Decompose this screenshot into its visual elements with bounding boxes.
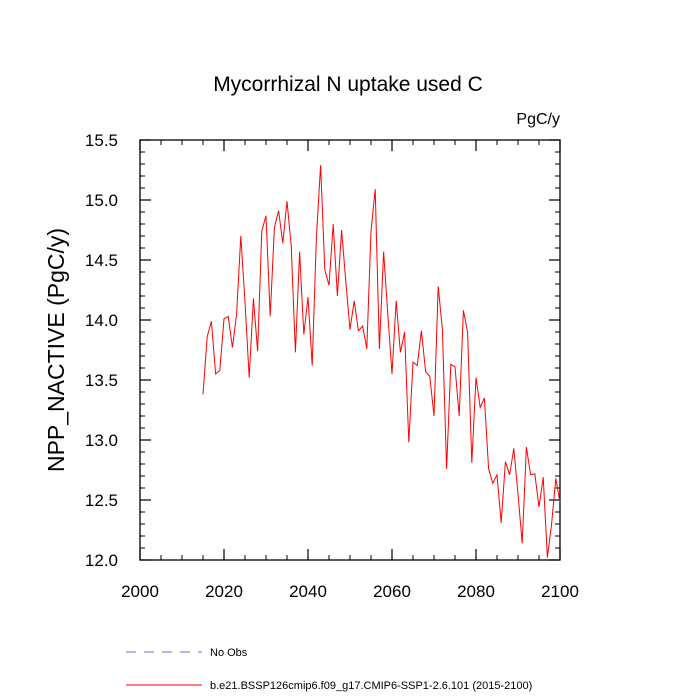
axis-ticks xyxy=(139,139,561,561)
y-tick-label: 14.0 xyxy=(85,311,118,330)
legend-label: No Obs xyxy=(210,647,248,659)
x-tick-label: 2000 xyxy=(121,582,159,601)
legend: No Obs b.e21.BSSP126cmip6.f09_g17.CMIP6-S… xyxy=(126,647,532,692)
series-layer xyxy=(202,165,561,558)
units-label: PgC/y xyxy=(516,111,560,128)
y-tick-label: 15.0 xyxy=(85,191,118,210)
y-tick-label: 13.0 xyxy=(85,431,118,450)
y-tick-label: 12.5 xyxy=(85,491,118,510)
x-tick-label: 2080 xyxy=(457,582,495,601)
y-axis-label: NPP_NACTIVE (PgC/y) xyxy=(43,228,69,472)
x-tick-label: 2040 xyxy=(289,582,327,601)
y-tick-label: 12.0 xyxy=(85,551,118,570)
y-tick-label: 14.5 xyxy=(85,251,118,270)
plot-frame xyxy=(139,139,561,561)
chart-title: Mycorrhizal N uptake used C xyxy=(213,73,483,96)
y-tick-label: 13.5 xyxy=(85,371,118,390)
tick-labels: 2000 2020 2040 2060 2080 2100 12.0 12.5 13.0 13.5… xyxy=(85,131,579,601)
legend-label: b.e21.BSSP126cmip6.f09_g17.CMIP6-SSP1-2.… xyxy=(210,680,532,692)
x-tick-label: 2100 xyxy=(541,582,579,601)
x-tick-label: 2060 xyxy=(373,582,411,601)
series-line xyxy=(202,165,561,558)
y-tick-label: 15.5 xyxy=(85,131,118,150)
x-tick-label: 2020 xyxy=(205,582,243,601)
